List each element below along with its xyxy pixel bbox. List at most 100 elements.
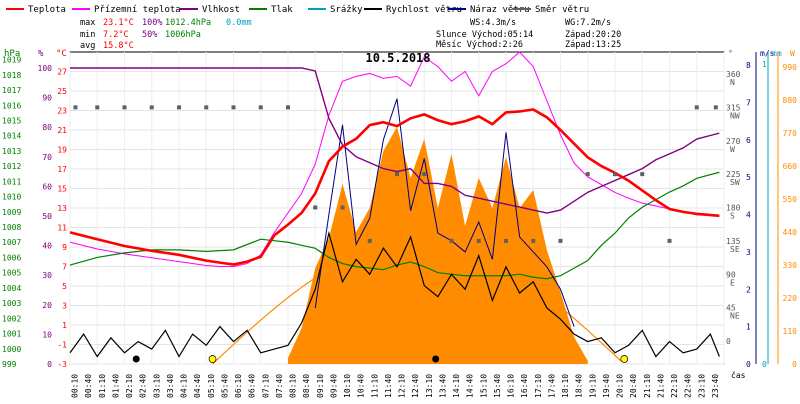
hpa-tick: 1016 xyxy=(2,101,21,110)
time-tick: 20:10 xyxy=(616,374,625,398)
chart-title: 10.5.2018 xyxy=(365,51,430,65)
wind-direction-point xyxy=(149,105,154,110)
pct-tick: 90 xyxy=(42,94,52,103)
dir-compass-label: S xyxy=(730,212,735,221)
axis-title-w: W xyxy=(790,49,795,58)
hpa-tick: 1019 xyxy=(2,56,21,65)
wind-direction-point xyxy=(395,172,399,177)
dir-compass-label: N xyxy=(730,78,735,87)
time-tick: 23:10 xyxy=(697,374,706,398)
stats-avg-label: avg xyxy=(80,41,95,51)
w-tick: 220 xyxy=(783,294,798,303)
dir-compass-label: NE xyxy=(730,312,740,321)
hpa-tick: 1017 xyxy=(2,86,21,95)
w-tick: 880 xyxy=(783,96,798,105)
time-tick: 11:10 xyxy=(370,374,379,398)
stats-sunset: Západ:20:20 xyxy=(565,30,621,40)
ms-tick: 7 xyxy=(746,98,751,107)
moonset-marker xyxy=(432,355,440,363)
time-tick: 17:40 xyxy=(547,374,556,398)
w-tick: 990 xyxy=(783,63,798,72)
w-tick: 0 xyxy=(792,360,797,369)
time-tick: 09:40 xyxy=(329,374,338,398)
hpa-tick: 1010 xyxy=(2,193,21,202)
stats-moonrise: Měsíc Východ:2:26 xyxy=(436,40,523,50)
wind-direction-point xyxy=(449,238,454,243)
time-tick: 18:40 xyxy=(575,374,584,398)
hpa-tick: 1007 xyxy=(2,238,21,247)
temp-tick: 7 xyxy=(62,263,67,272)
time-tick: 22:40 xyxy=(684,374,693,398)
wind-direction-point xyxy=(313,205,318,210)
wind-direction-point xyxy=(204,105,209,110)
time-tick: 06:10 xyxy=(234,374,243,398)
axis-title-pct: % xyxy=(38,49,44,59)
time-tick: 14:40 xyxy=(466,374,475,398)
w-tick: 330 xyxy=(783,261,798,270)
time-tick: 10:10 xyxy=(343,374,352,398)
hpa-tick: 1000 xyxy=(2,345,21,354)
legend-label: Rychlost větru xyxy=(386,5,462,15)
temp-tick: 21 xyxy=(57,126,67,135)
stats-max-rain: 0.0mm xyxy=(226,18,252,28)
dir-tick: 0 xyxy=(726,337,731,346)
pct-tick: 30 xyxy=(42,271,52,280)
sunrise-marker xyxy=(208,355,217,363)
pct-tick: 20 xyxy=(42,301,52,310)
dir-compass-label: E xyxy=(730,278,735,287)
plot-area xyxy=(69,51,725,365)
hpa-tick: 1008 xyxy=(2,223,21,232)
stats-wg: WG:7.2m/s xyxy=(565,18,611,28)
temp-tick: 9 xyxy=(62,243,67,252)
sunset-marker xyxy=(620,355,629,363)
dir-tick: 180 xyxy=(726,204,741,213)
dir-tick: 225 xyxy=(726,170,741,179)
legend-label: Srážky xyxy=(330,5,363,15)
dir-compass-label: SE xyxy=(730,245,740,254)
temp-tick: 11 xyxy=(57,224,67,233)
hpa-tick: 1015 xyxy=(2,116,21,125)
temp-tick: 19 xyxy=(57,146,67,155)
temp-tick: -3 xyxy=(57,360,67,369)
hpa-tick: 1012 xyxy=(2,162,21,171)
hpa-tick: 1009 xyxy=(2,208,21,217)
legend-label: Náraz větru xyxy=(470,5,530,15)
time-tick: 19:10 xyxy=(588,374,597,398)
time-tick: 09:10 xyxy=(316,374,325,398)
ground-temp-line xyxy=(69,51,720,267)
stats-ws: WS:4.3m/s xyxy=(470,18,516,28)
legend-label: Vlhkost xyxy=(202,5,240,15)
time-tick: 00:10 xyxy=(71,374,80,398)
hpa-tick: 1013 xyxy=(2,147,21,156)
time-tick: 15:10 xyxy=(479,374,488,398)
time-tick: 03:10 xyxy=(152,374,161,398)
wind-direction-point xyxy=(713,105,718,110)
wind-direction-point xyxy=(667,238,672,243)
ms-tick: 3 xyxy=(746,248,751,257)
dir-tick: 135 xyxy=(726,237,741,246)
temp-tick: 17 xyxy=(57,165,67,174)
temp-tick: 27 xyxy=(57,68,67,77)
ms-tick: 2 xyxy=(746,285,751,294)
time-tick: 06:40 xyxy=(248,374,257,398)
stats-min-press: 1006hPa xyxy=(165,30,201,40)
wind-direction-point xyxy=(367,238,372,243)
time-tick: 07:10 xyxy=(261,374,270,398)
axis-title-ms: m/s xyxy=(760,49,775,58)
legend-label: Přízemní teplota xyxy=(94,5,181,15)
wind-direction-point xyxy=(504,238,508,243)
stats-moonset: Západ:13:25 xyxy=(565,40,621,50)
legend-label: Teplota xyxy=(28,5,66,15)
wind-direction-point xyxy=(694,105,699,110)
legend-label: Tlak xyxy=(271,5,293,15)
hpa-tick: 1003 xyxy=(2,299,21,308)
mm-tick: 1 xyxy=(762,60,767,69)
axis-time: 00:10 00:40 01:10 01:40 02:10 02:40 03:10 03:40… xyxy=(71,370,746,398)
pressure-line xyxy=(69,171,720,280)
axis-title-hpa: hPa xyxy=(4,49,20,59)
stats-max-temp: 23.1°C xyxy=(103,18,134,28)
time-tick: 14:10 xyxy=(452,374,461,398)
